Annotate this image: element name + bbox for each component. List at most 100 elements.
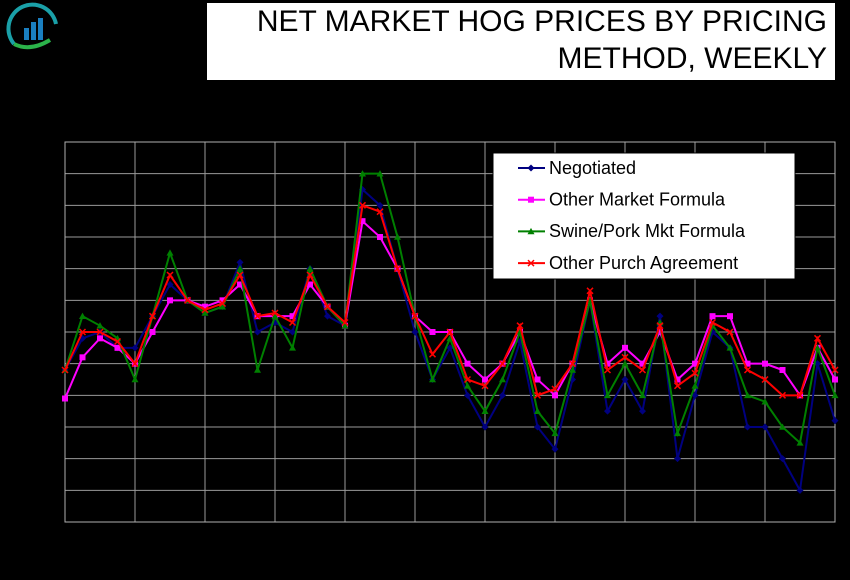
point	[61, 366, 69, 374]
point	[726, 328, 734, 336]
point	[552, 392, 558, 399]
point	[429, 376, 436, 383]
y-tick-label: 8	[52, 261, 59, 275]
point	[691, 382, 699, 389]
point	[604, 360, 611, 367]
point	[796, 439, 804, 446]
point	[429, 329, 436, 335]
point	[183, 296, 192, 304]
point	[358, 201, 367, 209]
point	[779, 423, 786, 430]
y-tick-label: 2	[52, 451, 59, 465]
point	[639, 391, 646, 399]
point	[428, 350, 437, 358]
point	[341, 318, 349, 327]
point	[727, 313, 733, 320]
point	[149, 329, 156, 335]
x-tick-label: 9	[692, 528, 699, 542]
point	[324, 312, 331, 320]
y-tick-label: 11	[47, 166, 60, 180]
point	[673, 382, 682, 390]
logo	[6, 2, 58, 50]
point	[97, 335, 103, 342]
point	[131, 360, 139, 368]
point	[167, 297, 173, 304]
point	[796, 391, 804, 399]
x-tick-label: 8	[622, 528, 629, 542]
point	[621, 353, 629, 361]
point	[148, 312, 157, 320]
legend-marker	[527, 259, 535, 267]
point	[674, 455, 681, 463]
y-tick-label: 1	[52, 483, 59, 497]
point	[202, 303, 208, 310]
x-tick-label: 0	[62, 528, 69, 542]
point	[377, 234, 383, 240]
point	[78, 328, 87, 336]
point	[832, 376, 838, 383]
point	[79, 312, 86, 319]
point	[96, 328, 104, 336]
legend-marker	[527, 164, 535, 172]
point	[236, 258, 244, 266]
point	[446, 344, 454, 352]
point	[376, 201, 384, 209]
point	[394, 233, 401, 240]
point	[218, 299, 227, 308]
point	[236, 265, 244, 272]
point	[622, 344, 628, 351]
point	[604, 391, 611, 399]
legend-label: Other Market Formula	[549, 189, 726, 209]
point	[464, 360, 471, 367]
point	[219, 297, 226, 304]
point	[446, 328, 454, 336]
point	[604, 407, 611, 415]
point	[551, 385, 559, 393]
point	[744, 391, 751, 399]
point	[254, 366, 261, 373]
point	[166, 271, 174, 279]
point	[113, 337, 122, 346]
point	[341, 322, 349, 329]
point	[166, 281, 174, 288]
point	[498, 360, 507, 368]
point	[761, 423, 769, 431]
x-tick-label: 10	[758, 528, 772, 542]
y-tick-label: 3	[52, 419, 59, 433]
point	[131, 344, 139, 352]
point	[762, 360, 768, 367]
x-tick-label: 6	[482, 528, 489, 542]
point	[253, 312, 262, 320]
point	[761, 398, 769, 405]
point	[131, 376, 139, 383]
point	[778, 391, 787, 399]
point	[569, 366, 576, 373]
x-tick-label: 4	[342, 528, 349, 542]
point	[254, 328, 261, 336]
point	[551, 429, 559, 437]
point	[376, 170, 384, 177]
point	[236, 271, 244, 279]
point	[568, 360, 577, 368]
point	[831, 391, 839, 399]
point	[639, 407, 646, 415]
point	[708, 318, 717, 327]
y-tick-label: 6	[52, 324, 59, 338]
point	[639, 360, 646, 367]
point	[813, 334, 822, 342]
y-tick-label: 10	[46, 198, 60, 212]
point	[691, 391, 699, 399]
point	[709, 313, 716, 320]
point	[534, 423, 541, 431]
point	[779, 367, 786, 373]
point	[288, 318, 297, 327]
point	[79, 354, 86, 361]
y-tick-label: 9	[52, 229, 59, 243]
point	[289, 313, 296, 320]
point	[744, 360, 751, 367]
point	[237, 281, 243, 288]
x-tick-label: 3	[272, 528, 279, 542]
point	[271, 312, 279, 319]
